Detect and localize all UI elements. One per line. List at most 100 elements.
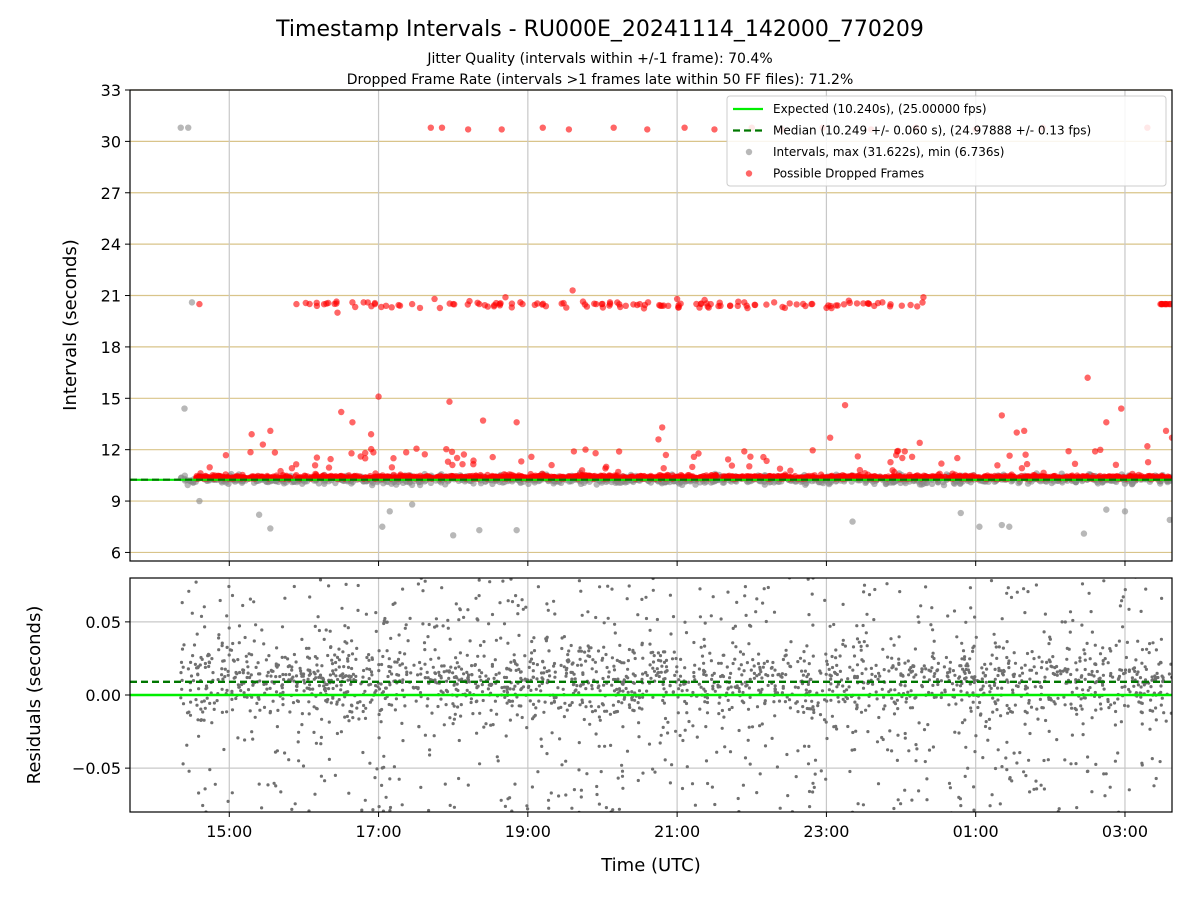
residual-point [283, 751, 287, 755]
residual-point [760, 676, 764, 680]
residual-point [996, 686, 1000, 690]
residual-point [943, 688, 947, 692]
residual-point [540, 744, 544, 749]
residual-point [1047, 729, 1051, 734]
dropped-frame-point [936, 470, 943, 477]
residual-point [1169, 662, 1172, 666]
residual-point [755, 705, 760, 709]
residual-point [1095, 669, 1099, 674]
interval-outlier-point [957, 509, 964, 517]
residual-point [612, 664, 616, 668]
residual-point [509, 578, 513, 581]
dropped-frame-point [349, 299, 356, 306]
residual-point [1140, 761, 1144, 765]
residual-point [439, 697, 443, 701]
residual-point [253, 715, 257, 719]
residual-point [952, 688, 956, 692]
residual-point [999, 669, 1003, 673]
residual-point [604, 806, 609, 810]
residual-point [1074, 708, 1078, 712]
dropped-frame-point [206, 464, 213, 471]
residual-point [711, 595, 715, 599]
residual-point [339, 683, 343, 687]
residual-point [195, 703, 199, 707]
residual-point [715, 750, 719, 754]
residual-point [207, 664, 211, 669]
residual-point [626, 667, 630, 671]
dropped-frame-point [388, 304, 395, 311]
residual-point [324, 628, 328, 632]
residual-point [393, 660, 397, 664]
residual-point [1043, 675, 1047, 679]
residual-point [1140, 648, 1145, 652]
dropped-frame-point [1112, 461, 1120, 468]
residual-point [345, 641, 349, 645]
residual-point [408, 616, 412, 621]
residual-point [974, 635, 978, 639]
dropped-frame-point [726, 302, 734, 310]
residual-point [1070, 706, 1074, 710]
residual-point [822, 718, 827, 722]
dropped-frame-point [367, 472, 374, 480]
residual-point [1075, 668, 1079, 672]
dropped-frame-point [531, 301, 538, 309]
residual-point [564, 671, 569, 676]
residual-point [469, 700, 473, 705]
residual-point [662, 687, 666, 691]
residual-point [775, 691, 780, 695]
residual-point [924, 667, 928, 671]
residual-point [1080, 674, 1084, 678]
dropped-frame-point [406, 473, 413, 481]
residual-point [486, 687, 490, 691]
residual-point [1079, 697, 1083, 701]
residual-point [841, 638, 845, 642]
residual-point [585, 772, 589, 776]
residual-point [329, 701, 333, 705]
dropped-frame-point [311, 473, 318, 480]
dropped-frame-point [349, 419, 356, 426]
residual-point [1032, 787, 1036, 791]
residual-point [199, 614, 204, 619]
residual-point [577, 741, 581, 745]
interval-outlier-point [513, 526, 520, 534]
dropped-frame-point [413, 445, 420, 452]
residual-point [403, 652, 407, 656]
residual-point [608, 712, 613, 716]
residual-point [746, 707, 751, 711]
residual-point [864, 667, 868, 671]
residual-point [237, 641, 241, 645]
residual-point [948, 667, 952, 671]
dropped-frame-point [301, 472, 308, 479]
residual-point [593, 660, 598, 664]
residual-point [493, 699, 497, 703]
residual-point [532, 636, 536, 640]
residual-point [368, 761, 372, 765]
residual-point [324, 682, 328, 687]
residual-point [1154, 776, 1158, 781]
residual-point [387, 657, 391, 661]
residual-point [1101, 662, 1105, 666]
residual-point [603, 744, 607, 748]
residual-point [811, 790, 815, 794]
residual-point [268, 711, 272, 715]
residual-point [475, 685, 479, 689]
residual-point [295, 699, 299, 703]
dropped-frame-point [446, 398, 453, 405]
residual-point [764, 619, 768, 624]
interval-outlier-point [196, 497, 203, 505]
residual-point [578, 703, 582, 707]
dropped-frame-point [367, 431, 375, 438]
residual-point [765, 659, 770, 664]
residual-point [505, 666, 509, 670]
residual-point [478, 643, 483, 648]
residual-point [356, 608, 360, 613]
residual-point [237, 624, 242, 628]
residual-point [1130, 571, 1133, 574]
residual-point [549, 814, 552, 817]
residual-point [1124, 655, 1128, 660]
residual-point [984, 720, 988, 724]
residual-point [466, 608, 470, 612]
residual-point [225, 645, 229, 650]
residual-point [596, 686, 600, 690]
residual-point [547, 806, 551, 810]
